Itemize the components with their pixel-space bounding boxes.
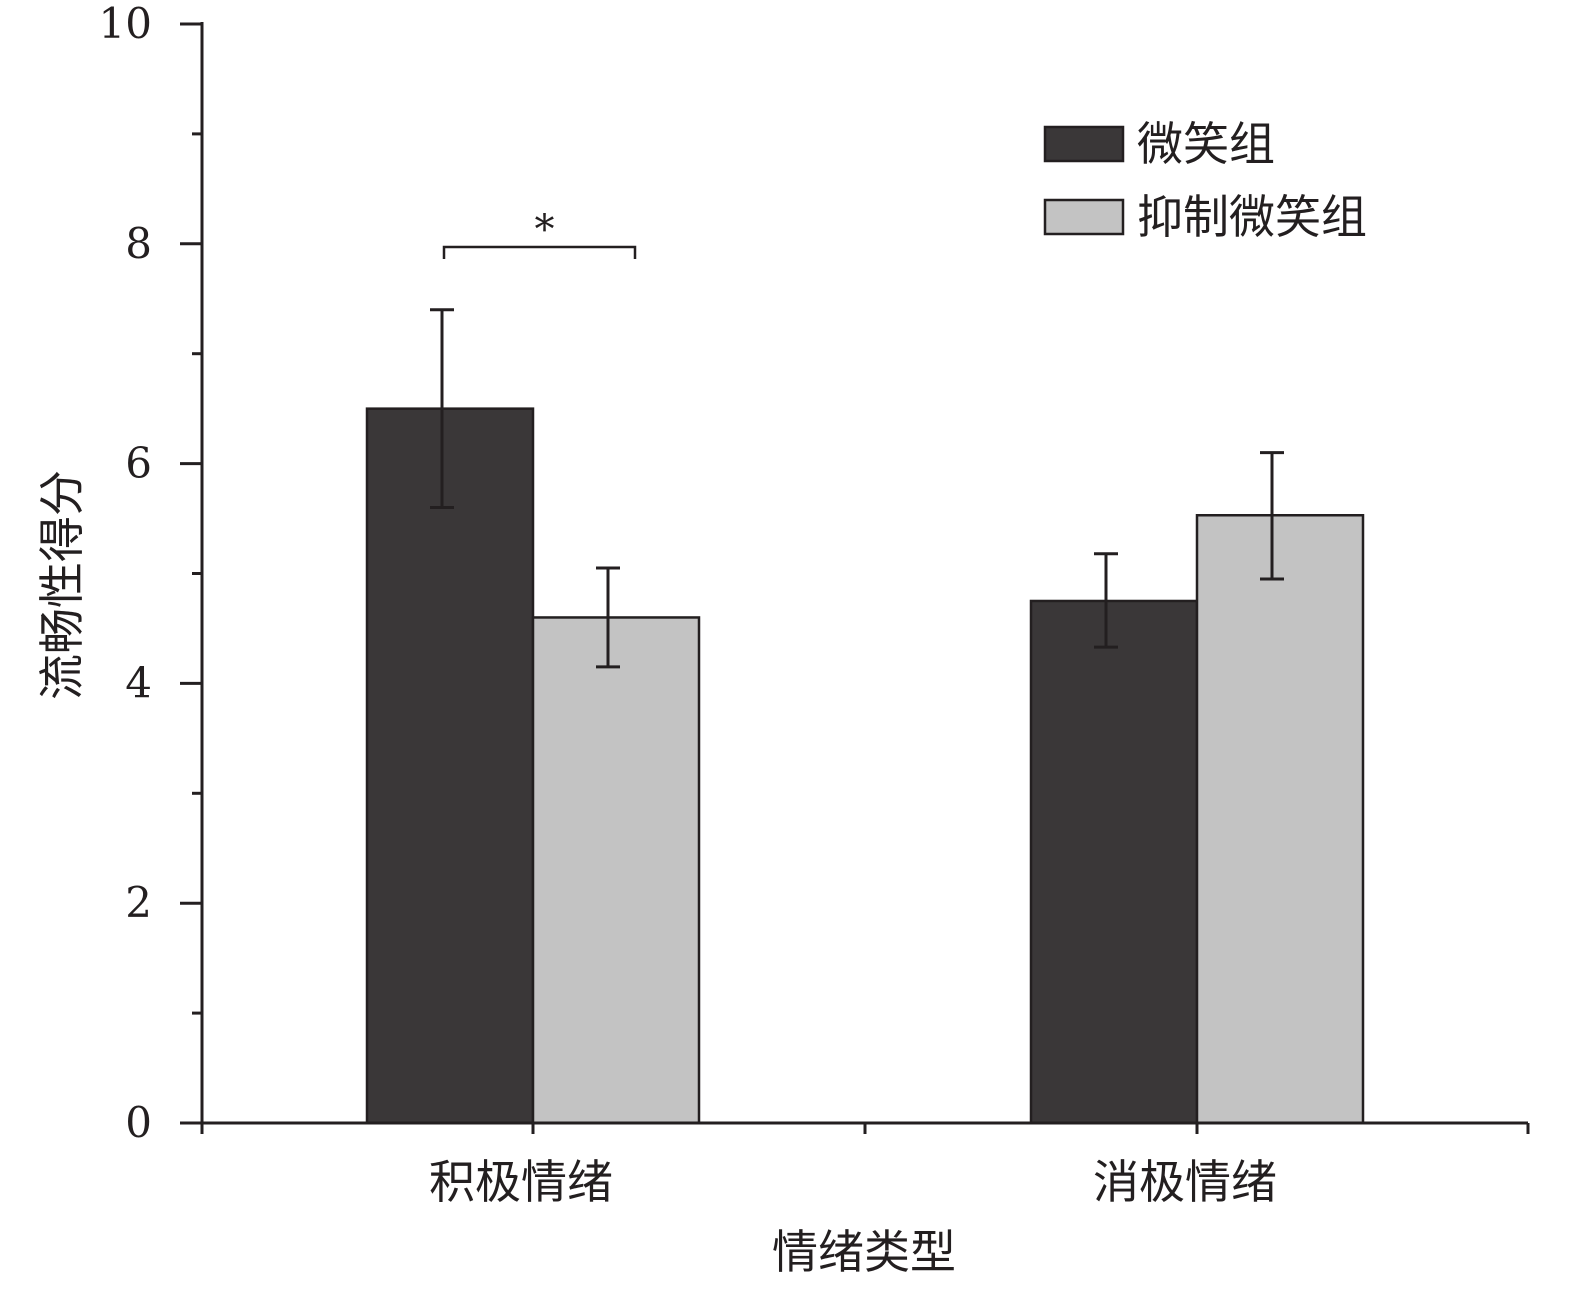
bar xyxy=(531,616,701,1125)
y-tick-label: 2 xyxy=(125,878,152,927)
bars-layer xyxy=(365,407,1365,1125)
legend-label: 微笑组 xyxy=(1137,117,1275,171)
y-tick-label: 10 xyxy=(99,0,152,48)
y-tick-label: 0 xyxy=(125,1098,152,1147)
bar xyxy=(1195,514,1365,1125)
legend-swatch xyxy=(1043,198,1125,236)
x-ticks-layer: 积极情绪 消极情绪 xyxy=(200,1123,1530,1209)
bar xyxy=(365,407,535,1125)
x-category-label: 消极情绪 xyxy=(1093,1155,1277,1209)
y-tick-label: 4 xyxy=(125,658,152,707)
legend-label: 抑制微笑组 xyxy=(1137,190,1367,244)
significance-bracket xyxy=(442,245,637,259)
significance-marker: * xyxy=(535,207,555,253)
legend-swatch xyxy=(1043,125,1125,163)
x-axis-title: 情绪类型 xyxy=(772,1225,956,1279)
bar xyxy=(1029,599,1199,1125)
error-bars-layer xyxy=(430,308,1284,669)
significance-layer: * xyxy=(442,207,637,259)
y-ticks-layer: 0 2 4 6 8 10 xyxy=(99,0,202,1147)
y-axis-title: 流畅性得分 xyxy=(35,470,89,700)
y-tick-label: 8 xyxy=(125,219,152,268)
y-tick-label: 6 xyxy=(125,439,152,488)
x-category-label: 积极情绪 xyxy=(429,1155,613,1209)
